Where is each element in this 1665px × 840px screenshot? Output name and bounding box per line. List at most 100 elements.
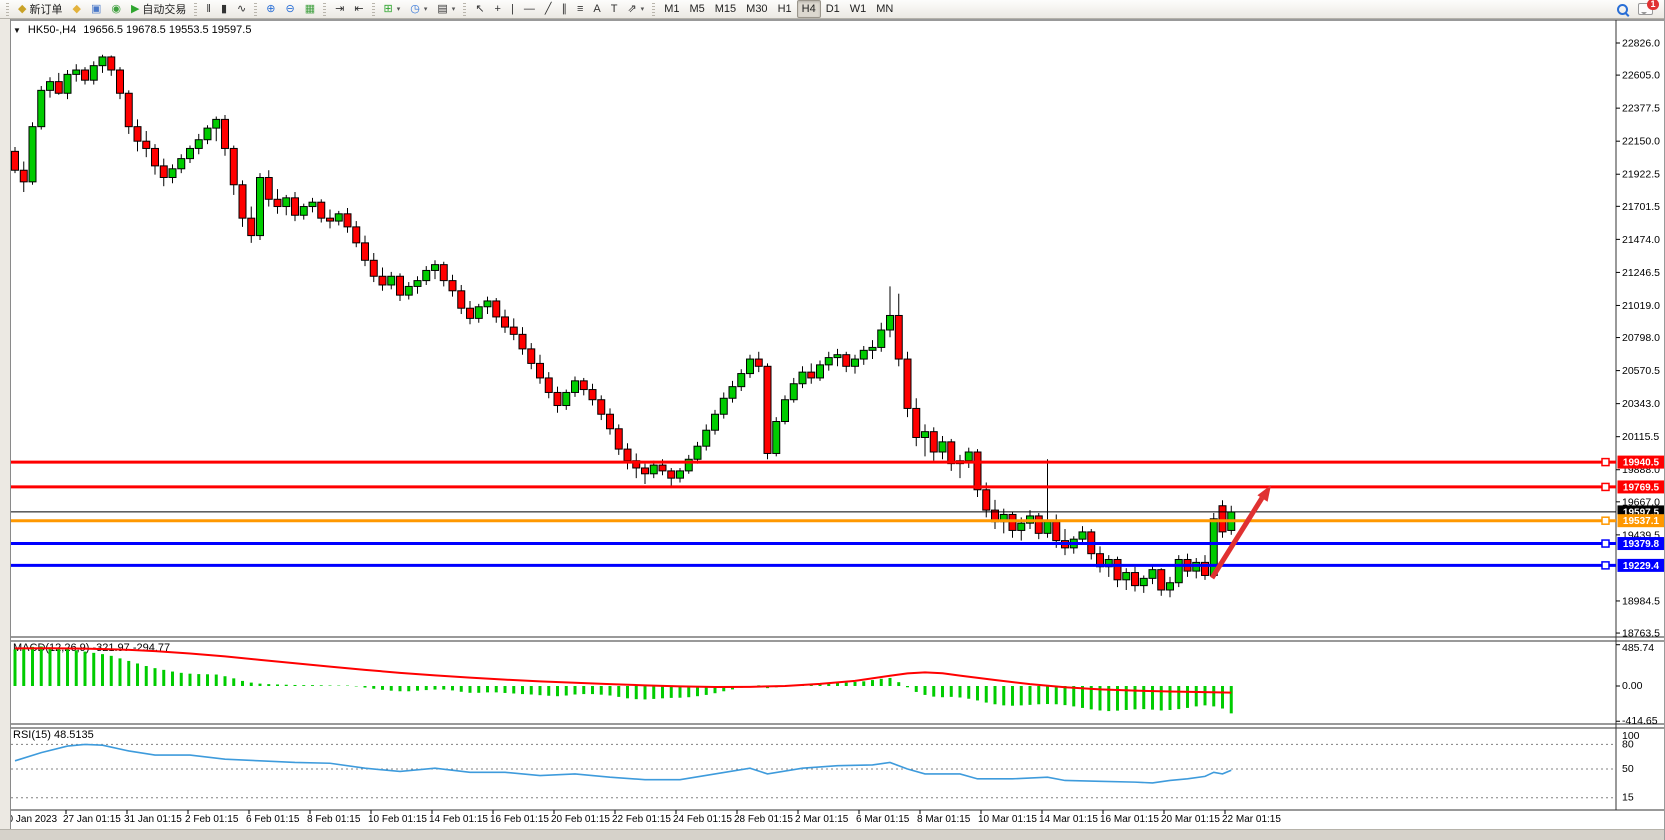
chart-shift-button[interactable]: ⇥ [330, 0, 349, 18]
chevron-down-icon[interactable]: ▼ [13, 25, 21, 35]
timeframe-m30-button[interactable]: M30 [746, 3, 768, 15]
price-tick-label: 22150.0 [1622, 136, 1660, 148]
candle-body [509, 326, 518, 335]
time-tick-label: 14 Mar 01:15 [1039, 814, 1098, 825]
candle-body [1052, 521, 1061, 542]
hline-19379.8[interactable] [5, 539, 1616, 548]
search-icon[interactable] [1617, 3, 1628, 15]
text-icon: A [593, 2, 601, 15]
price-tick-label: 20798.0 [1622, 332, 1660, 344]
candle [448, 274, 457, 297]
auto-trading-button[interactable]: ▶ 自动交易 [126, 0, 191, 18]
price-tick-label: 18763.5 [1622, 628, 1660, 640]
timeframe-m5-button[interactable]: M5 [689, 3, 705, 15]
tile-windows-button[interactable]: ▦ [300, 0, 320, 18]
candle-body [264, 176, 273, 200]
timeframe-mn-button[interactable]: MN [876, 3, 894, 15]
bar-chart-button[interactable]: ǁ [201, 0, 216, 18]
candle-body [317, 201, 326, 219]
chart-title: ▼ HK50-,H4 19656.5 19678.5 19553.5 19597… [13, 24, 251, 36]
candle [308, 197, 317, 213]
candle [632, 453, 641, 479]
candle [1174, 555, 1183, 588]
new-order-button[interactable]: ◆ 新订单 [13, 0, 67, 18]
zoom-out-button[interactable]: ⊖ [280, 0, 299, 18]
candle-body [238, 184, 247, 219]
periods-icon: ◷ [410, 2, 420, 15]
candle-body [921, 431, 929, 438]
candle-body [789, 383, 798, 401]
candle [247, 206, 256, 243]
candle [413, 276, 422, 294]
candle-body [81, 69, 89, 81]
arrow-shaft[interactable] [1209, 496, 1265, 580]
price-tick-label: 22377.5 [1622, 103, 1660, 115]
text-label-button[interactable]: T [606, 0, 623, 18]
candle-body [89, 65, 98, 81]
hline-19537.1[interactable] [5, 516, 1616, 525]
candle [711, 409, 719, 435]
timeframe-d1-button[interactable]: D1 [825, 3, 840, 15]
arrow-annotation[interactable] [1209, 485, 1271, 580]
timeframe-w1-button[interactable]: W1 [849, 3, 867, 15]
time-tick-label: 14 Feb 01:15 [429, 814, 488, 825]
candle-chart-button[interactable]: ▮ [216, 0, 232, 18]
signals-icon: ◉ [111, 2, 121, 15]
candle [396, 273, 404, 301]
candle-body [1201, 561, 1209, 576]
hline-19940.5[interactable] [5, 457, 1616, 467]
candle [877, 322, 886, 352]
terminal-button[interactable]: ▣ [86, 0, 106, 18]
candle [361, 235, 369, 267]
price-axis[interactable]: 22826.0 22605.0 22377.5 22150.0 21922.5 21701… [1616, 38, 1660, 640]
hline-19769.5[interactable] [5, 482, 1616, 492]
zoom-in-button[interactable]: ⊕ [261, 0, 280, 18]
timeframe-m15-button[interactable]: M15 [714, 3, 737, 15]
hline-right-handle[interactable] [1601, 457, 1610, 467]
chart-symbol-period: HK50-,H4 [27, 24, 77, 36]
timeframe-h1-button[interactable]: H1 [777, 3, 792, 15]
candle-body [291, 197, 299, 216]
candle [431, 260, 439, 280]
hline-right-handle[interactable] [1601, 561, 1610, 570]
trendline-button[interactable]: ╱ [540, 0, 557, 18]
chart-ohlc-values: 19656.5 19678.5 19553.5 19597.5 [83, 24, 252, 36]
hline-right-handle[interactable] [1601, 516, 1610, 525]
signals-button[interactable]: ◉ [106, 0, 126, 18]
vertical-line-button[interactable]: | [506, 0, 519, 18]
rsi-line [14, 743, 1232, 784]
periods-button[interactable]: ◷ ▾ [405, 0, 432, 18]
equidistant-channel-button[interactable]: ∥ [556, 0, 572, 18]
candle [466, 300, 474, 325]
toolbar-group-separator [371, 2, 375, 16]
text-button[interactable]: A [588, 0, 605, 18]
candle [151, 144, 159, 175]
candle [404, 282, 413, 300]
line-chart-button[interactable]: ∿ [232, 0, 251, 18]
candle-body [781, 399, 789, 423]
timeframe-m1-button[interactable]: M1 [664, 3, 680, 15]
hline-19229.4[interactable] [5, 561, 1616, 570]
chat-icon[interactable]: 1 [1638, 0, 1659, 15]
fibonacci-button[interactable]: ≡ [572, 0, 588, 18]
cursor-button[interactable]: ↖ [470, 0, 489, 18]
hline-right-handle[interactable] [1601, 539, 1610, 548]
candle [369, 253, 378, 283]
indicators-button[interactable]: ⊞ ▾ [379, 0, 406, 18]
candle-body [947, 441, 956, 465]
candle-body [676, 470, 684, 479]
time-axis[interactable]: 20 Jan 2023 27 Jan 01:15 31 Jan 01:15 2 Feb… [2, 810, 1281, 825]
templates-button[interactable]: ▤ ▾ [432, 0, 460, 18]
charts-window-button[interactable]: ◆ [67, 0, 85, 18]
arrow-head [1257, 485, 1271, 502]
arrows-button[interactable]: ⇗ ▾ [622, 0, 649, 18]
candle-body [1122, 572, 1131, 581]
crosshair-button[interactable]: + [490, 0, 506, 18]
candle [597, 395, 606, 421]
horizontal-line-button[interactable]: — [519, 0, 540, 18]
auto-scroll-button[interactable]: ⇤ [349, 0, 368, 18]
toolbar-group-separator [463, 2, 467, 16]
hline-right-handle[interactable] [1601, 482, 1610, 492]
timeframe-h4-button[interactable]: H4 [796, 0, 821, 18]
